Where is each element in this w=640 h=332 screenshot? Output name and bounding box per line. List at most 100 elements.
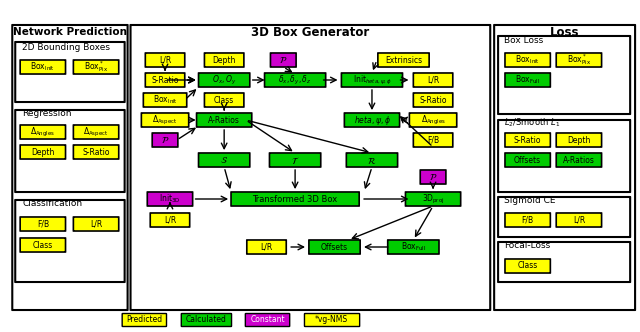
Text: Class: Class [33, 240, 53, 250]
FancyBboxPatch shape [505, 213, 550, 227]
FancyBboxPatch shape [145, 73, 185, 87]
Text: Init$_{	heta,\psi,\phi}$: Init$_{ heta,\psi,\phi}$ [353, 73, 391, 87]
FancyBboxPatch shape [122, 313, 166, 326]
Text: Extrinsics: Extrinsics [385, 55, 422, 64]
Text: S-Ratio: S-Ratio [151, 75, 179, 85]
Text: $\Delta_{\mathrm{Angles}}$: $\Delta_{\mathrm{Angles}}$ [420, 114, 445, 126]
FancyBboxPatch shape [198, 73, 250, 87]
Text: $\mathcal{P}$: $\mathcal{P}$ [279, 55, 287, 65]
Text: Class: Class [214, 96, 234, 105]
FancyBboxPatch shape [20, 125, 65, 139]
Text: Constant: Constant [250, 315, 285, 324]
Text: Offsets: Offsets [321, 242, 348, 252]
Text: $\Delta_{\mathrm{Aspect}}$: $\Delta_{\mathrm{Aspect}}$ [83, 125, 109, 138]
FancyBboxPatch shape [413, 73, 452, 87]
FancyBboxPatch shape [15, 110, 125, 192]
Text: L/R: L/R [159, 55, 171, 64]
FancyBboxPatch shape [556, 153, 602, 167]
FancyBboxPatch shape [74, 217, 119, 231]
FancyBboxPatch shape [378, 53, 429, 67]
Text: Box$_{\mathrm{Full}}$: Box$_{\mathrm{Full}}$ [515, 74, 540, 86]
FancyBboxPatch shape [344, 113, 399, 127]
FancyBboxPatch shape [231, 192, 359, 206]
FancyBboxPatch shape [556, 213, 602, 227]
FancyBboxPatch shape [245, 313, 290, 326]
Text: Focal-Loss: Focal-Loss [504, 240, 550, 250]
Text: Box$_{\mathrm{Full}}$: Box$_{\mathrm{Full}}$ [401, 241, 426, 253]
FancyBboxPatch shape [494, 25, 635, 310]
FancyBboxPatch shape [141, 113, 189, 127]
Text: Box$_{\mathrm{Init}}$: Box$_{\mathrm{Init}}$ [515, 54, 540, 66]
FancyBboxPatch shape [420, 170, 446, 184]
Text: $\mathcal{T}$: $\mathcal{T}$ [291, 154, 300, 165]
FancyBboxPatch shape [74, 145, 119, 159]
FancyBboxPatch shape [20, 217, 65, 231]
Text: S-Ratio: S-Ratio [419, 96, 447, 105]
FancyBboxPatch shape [413, 93, 452, 107]
FancyBboxPatch shape [143, 93, 187, 107]
Text: $O_x, O_y$: $O_x, O_y$ [212, 73, 236, 87]
FancyBboxPatch shape [388, 240, 439, 254]
FancyBboxPatch shape [15, 42, 125, 102]
Text: Predicted: Predicted [126, 315, 163, 324]
Text: Box$^*_{\mathrm{Pix}}$: Box$^*_{\mathrm{Pix}}$ [84, 59, 108, 74]
Text: $\delta_x, \delta_y, \delta_z$: $\delta_x, \delta_y, \delta_z$ [278, 73, 312, 87]
FancyBboxPatch shape [271, 53, 296, 67]
FancyBboxPatch shape [498, 197, 630, 237]
FancyBboxPatch shape [498, 120, 630, 192]
FancyBboxPatch shape [309, 240, 360, 254]
Text: L/R: L/R [427, 75, 439, 85]
FancyBboxPatch shape [204, 93, 244, 107]
Text: Offsets: Offsets [514, 155, 541, 164]
Text: Box$^*_{\mathrm{Pix}}$: Box$^*_{\mathrm{Pix}}$ [567, 52, 591, 67]
Text: S-Ratio: S-Ratio [514, 135, 541, 144]
Text: $\Delta_{\mathrm{Aspect}}$: $\Delta_{\mathrm{Aspect}}$ [152, 114, 178, 126]
Text: Regression: Regression [22, 109, 72, 118]
FancyBboxPatch shape [269, 153, 321, 167]
Text: Class: Class [518, 262, 538, 271]
FancyBboxPatch shape [505, 73, 550, 87]
FancyBboxPatch shape [406, 192, 461, 206]
FancyBboxPatch shape [247, 240, 286, 254]
Text: Box$_{\mathrm{Init}}$: Box$_{\mathrm{Init}}$ [30, 61, 55, 73]
FancyBboxPatch shape [498, 36, 630, 114]
FancyBboxPatch shape [305, 313, 360, 326]
FancyBboxPatch shape [12, 25, 127, 310]
FancyBboxPatch shape [413, 133, 452, 147]
Text: F/B: F/B [522, 215, 534, 224]
Text: 2D Bounding Boxes: 2D Bounding Boxes [22, 42, 110, 51]
Text: $\mathcal{P}$: $\mathcal{P}$ [161, 135, 169, 145]
Text: $\mathcal{R}$: $\mathcal{R}$ [367, 154, 377, 165]
Text: 3D Box Generator: 3D Box Generator [251, 26, 369, 39]
Text: Transformed 3D Box: Transformed 3D Box [253, 195, 338, 204]
FancyBboxPatch shape [147, 192, 193, 206]
Text: L/R: L/R [260, 242, 273, 252]
Text: Depth: Depth [31, 147, 54, 156]
Text: $L_2$/Smooth $L_1$: $L_2$/Smooth $L_1$ [504, 117, 560, 129]
Text: L/R: L/R [164, 215, 176, 224]
Text: Loss: Loss [550, 26, 579, 39]
Text: $\mathcal{S}$: $\mathcal{S}$ [220, 155, 228, 165]
FancyBboxPatch shape [20, 145, 65, 159]
Text: L/R: L/R [573, 215, 585, 224]
FancyBboxPatch shape [498, 242, 630, 282]
FancyBboxPatch shape [341, 73, 403, 87]
Text: L/R: L/R [90, 219, 102, 228]
Text: A-Ratios: A-Ratios [208, 116, 240, 124]
FancyBboxPatch shape [204, 53, 244, 67]
FancyBboxPatch shape [74, 60, 119, 74]
FancyBboxPatch shape [150, 213, 189, 227]
Text: F/B: F/B [36, 219, 49, 228]
Text: 3D$_{\mathrm{proj}}$: 3D$_{\mathrm{proj}}$ [422, 193, 444, 206]
Text: Sigmoid CE: Sigmoid CE [504, 196, 556, 205]
Text: Box Loss: Box Loss [504, 36, 543, 44]
FancyBboxPatch shape [556, 133, 602, 147]
Text: F/B: F/B [427, 135, 439, 144]
Text: $	heta, \psi, \phi$: $ heta, \psi, \phi$ [353, 114, 390, 126]
Text: Init$_{\mathrm{3D}}$: Init$_{\mathrm{3D}}$ [159, 193, 180, 205]
FancyBboxPatch shape [346, 153, 397, 167]
Text: Box$_{\mathrm{Init}}$: Box$_{\mathrm{Init}}$ [152, 94, 177, 106]
Text: A-Ratios: A-Ratios [563, 155, 595, 164]
FancyBboxPatch shape [196, 113, 252, 127]
Text: Depth: Depth [212, 55, 236, 64]
